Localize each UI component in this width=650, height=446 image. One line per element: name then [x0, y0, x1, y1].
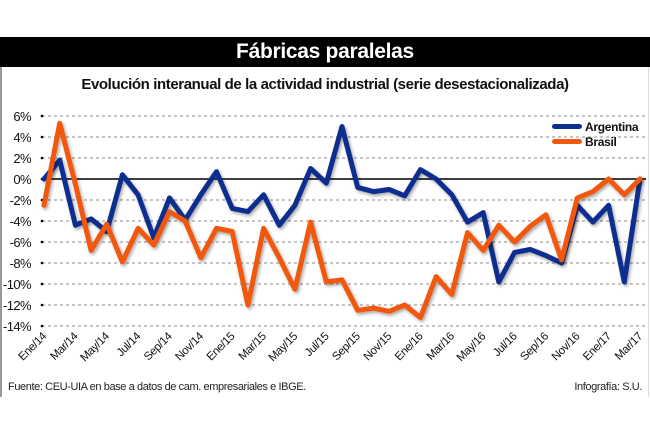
y-tick-label: -4%	[10, 214, 32, 229]
grid-dot	[40, 156, 44, 160]
x-tick-label: Mar/15	[237, 331, 269, 363]
x-tick-label: Jul/15	[303, 331, 331, 359]
x-tick-label: Nov/16	[550, 331, 583, 364]
y-tick-label: 0%	[13, 172, 32, 187]
chart-title-bar: Fábricas paralelas	[0, 37, 650, 67]
x-tick-label: May/15	[267, 331, 300, 364]
x-tick-label: May/14	[78, 330, 112, 364]
grid-dot	[40, 324, 44, 328]
y-tick-label: -10%	[3, 277, 32, 292]
grid-dot	[40, 135, 44, 139]
x-tick-label: Sep/15	[330, 331, 363, 364]
y-axis-ticks: 6% 4% 2% 0% -2% -4% -6% -8% -10% -12% -14%	[3, 109, 33, 334]
series-line-brasil	[41, 120, 643, 321]
legend-swatch-brasil	[552, 139, 582, 144]
legend-label-argentina: Argentina	[585, 119, 639, 134]
chart-subtitle: Evolución interanual de la actividad ind…	[81, 76, 569, 93]
x-tick-label: Mar/17	[613, 331, 645, 363]
y-tick-label: 6%	[13, 109, 32, 124]
y-tick-label: 2%	[13, 151, 32, 166]
series-lines	[41, 120, 643, 321]
y-tick-label: -12%	[3, 298, 32, 313]
x-tick-label: Mar/14	[48, 330, 81, 363]
source-note: Fuente: CEU-UIA en base a datos de cam. …	[8, 381, 306, 393]
x-tick-label: Ene/14	[17, 330, 50, 363]
legend: Argentina Brasil	[552, 119, 639, 149]
x-tick-label: Ene/17	[581, 331, 614, 364]
legend-item-brasil: Brasil	[552, 134, 638, 149]
grid-dot	[40, 303, 44, 307]
grid-dot	[40, 282, 44, 286]
x-tick-label: Sep/16	[518, 331, 551, 364]
x-tick-label: Nov/15	[362, 331, 395, 364]
series-line-argentina	[41, 124, 643, 285]
grid-dot	[40, 114, 44, 118]
grid-dot	[40, 261, 44, 265]
x-tick-label: Nov/14	[173, 330, 206, 363]
y-tick-label: 4%	[13, 130, 32, 145]
y-tick-label: -6%	[10, 235, 32, 250]
x-tick-label: Ene/15	[205, 331, 238, 364]
x-tick-label: Sep/14	[142, 330, 175, 363]
y-tick-label: -8%	[10, 256, 32, 271]
x-tick-label: May/16	[455, 331, 488, 364]
y-tick-label: -14%	[3, 319, 32, 334]
chart-frame	[0, 67, 649, 397]
legend-swatch-argentina	[552, 124, 582, 129]
x-tick-label: Ene/16	[393, 331, 426, 364]
x-tick-label: Mar/16	[425, 331, 457, 363]
x-tick-label: Jul/16	[491, 331, 519, 359]
grid-dot	[40, 240, 44, 244]
chart-title: Fábricas paralelas	[236, 40, 414, 63]
legend-label-brasil: Brasil	[585, 134, 617, 149]
legend-item-argentina: Argentina	[552, 119, 639, 134]
credit-note: Infografía: S.U.	[574, 381, 642, 393]
grid-dot	[40, 219, 44, 223]
y-tick-label: -2%	[10, 193, 32, 208]
x-tick-label: Jul/14	[115, 330, 144, 359]
